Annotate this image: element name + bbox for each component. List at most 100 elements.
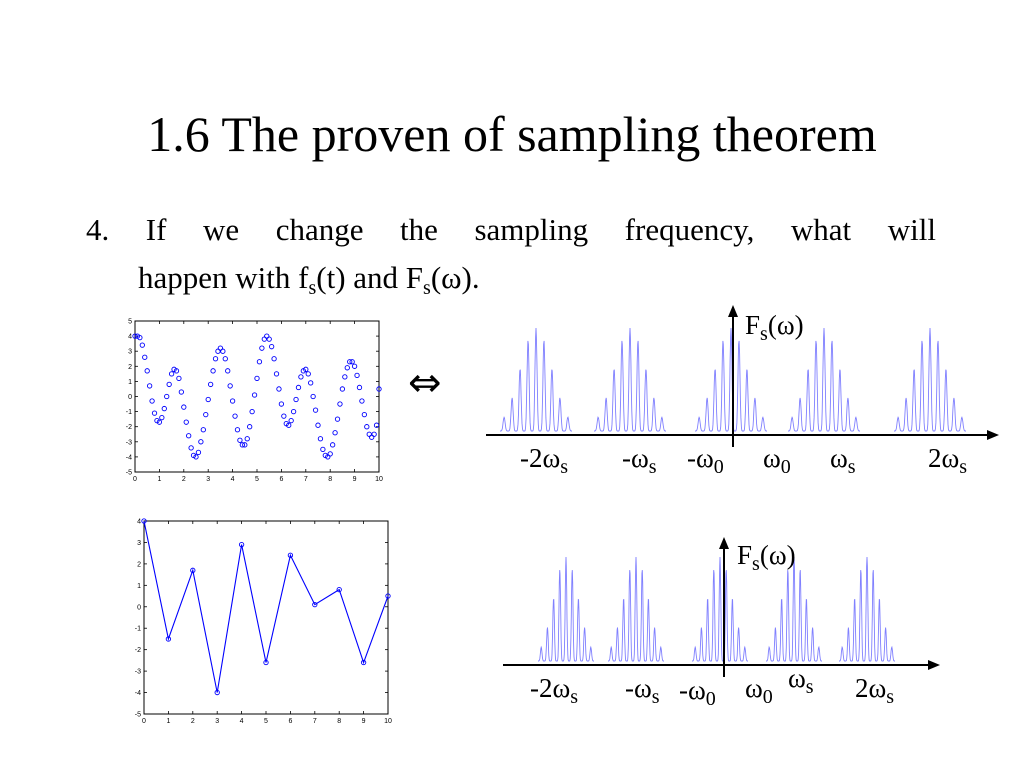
plot-frame (143, 520, 389, 715)
bullet-word: will (887, 212, 936, 247)
subscript: 0 (762, 686, 773, 708)
text-segment: ω (830, 443, 848, 473)
data-point (132, 333, 138, 339)
y-tick-label: 5 (128, 319, 132, 326)
y-tick-label: -4 (135, 690, 141, 697)
x-tick-label: 4 (231, 476, 235, 483)
series-line (143, 520, 389, 693)
data-point (139, 342, 145, 348)
data-point (281, 413, 287, 419)
data-point (332, 430, 338, 436)
data-point (149, 398, 155, 404)
data-point (342, 374, 348, 380)
bullet-point: 4. If we change the sampling frequency, … (86, 206, 936, 302)
y-tick-label: -5 (126, 470, 132, 477)
data-point (193, 454, 199, 460)
data-point (203, 411, 209, 418)
y-tick-label: 4 (137, 519, 141, 526)
data-point (178, 389, 185, 395)
text-segment: -ω (625, 673, 652, 703)
bullet-word: If (145, 212, 167, 247)
data-point (144, 368, 150, 374)
data-point (232, 413, 238, 419)
text-segment: ω (763, 443, 781, 473)
data-point (217, 345, 224, 351)
data-point (360, 659, 367, 666)
bullet-word: 4. (86, 212, 110, 247)
data-point (225, 368, 231, 374)
subscript: s (752, 553, 760, 575)
y-tick-label: -1 (126, 409, 132, 416)
y-tick-label: -4 (126, 454, 132, 461)
freq-label: -2ωs (530, 673, 578, 707)
data-point (176, 375, 182, 382)
y-tick-label: 0 (128, 394, 132, 401)
frequency-axis-arrow (928, 660, 940, 670)
data-point (146, 383, 153, 389)
y-tick-label: -2 (135, 647, 141, 654)
data-point (266, 336, 272, 342)
data-point (198, 439, 204, 445)
data-point (273, 371, 280, 377)
data-point (288, 418, 294, 424)
data-point (261, 336, 267, 342)
spectrum-axis-label: Fs(ω) (737, 540, 796, 574)
text-segment: (ω) (767, 310, 804, 340)
data-point (364, 424, 370, 430)
y-tick-label: -1 (135, 626, 141, 633)
subscript: s (570, 686, 579, 708)
freq-label: -ωs (622, 443, 657, 477)
subscript: 0 (705, 688, 716, 710)
data-point (276, 386, 282, 392)
data-point (303, 366, 309, 372)
data-point (334, 416, 341, 422)
data-point (210, 368, 216, 374)
data-point (183, 419, 189, 425)
text-segment: happen with f (138, 260, 309, 295)
subscript: s (959, 456, 968, 478)
subscript: s (648, 456, 657, 478)
data-point (161, 405, 167, 412)
y-tick-label: 0 (137, 604, 141, 611)
data-point (205, 396, 211, 403)
y-tick-label: -2 (126, 424, 132, 431)
text-segment: -ω (679, 675, 706, 705)
data-point (215, 348, 221, 354)
x-tick-label: 2 (182, 476, 186, 483)
data-point (264, 333, 270, 339)
magnitude-axis-arrow (728, 305, 738, 317)
text-segment: 2ω (928, 443, 960, 473)
x-tick-label: 5 (255, 476, 259, 483)
text-segment: 2ω (855, 673, 887, 703)
data-point (361, 411, 368, 418)
plot-frame (134, 320, 380, 473)
data-point (315, 422, 321, 428)
data-point (305, 371, 311, 377)
freq-label: -2ωs (520, 443, 568, 477)
text-segment: -ω (622, 443, 649, 473)
freq-label: ω0 (745, 673, 773, 707)
data-point (222, 356, 228, 362)
spectrum-lobe (538, 556, 594, 662)
text-segment: -2ω (530, 673, 571, 703)
x-tick-label: 2 (191, 718, 195, 725)
data-point (327, 451, 333, 457)
data-point (190, 567, 196, 573)
data-point (354, 372, 360, 379)
equivalence-arrow-icon: ⇔ (408, 360, 442, 406)
spectrum-lobe (788, 327, 860, 432)
data-point (227, 383, 233, 389)
data-point (142, 354, 148, 360)
text-segment: ω (745, 673, 763, 703)
data-point (141, 518, 147, 524)
x-tick-label: 5 (264, 718, 268, 725)
text-segment: (ω) (759, 540, 796, 570)
data-point (238, 541, 245, 548)
data-point (336, 586, 342, 593)
slide-title: 1.6 The proven of sampling theorem (147, 106, 877, 162)
subscript: 0 (780, 456, 791, 478)
data-point (247, 424, 253, 430)
bullet-word: what (790, 212, 852, 247)
data-point (312, 601, 318, 608)
data-point (320, 446, 326, 453)
